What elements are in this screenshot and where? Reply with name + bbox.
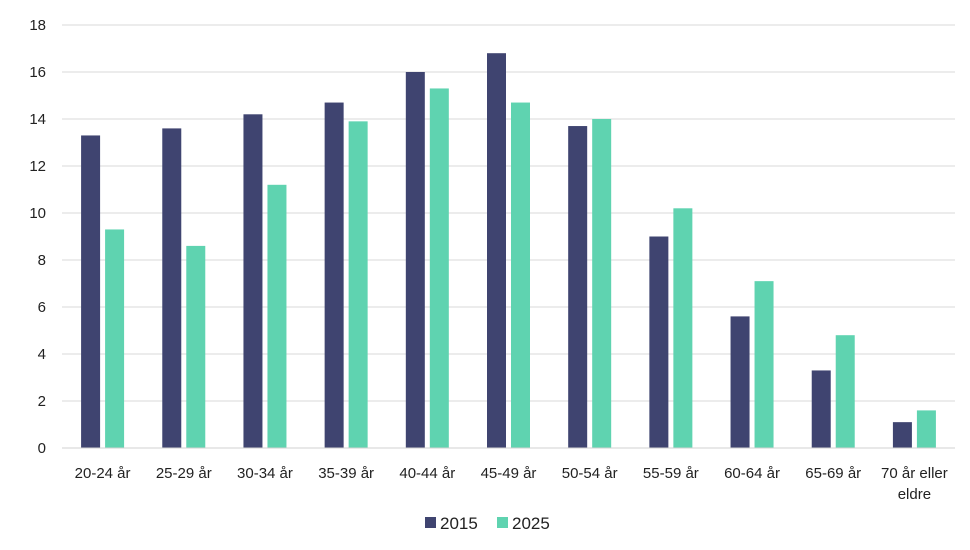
- x-tick-label: 25-29 år: [156, 465, 212, 482]
- y-tick-label: 4: [38, 346, 46, 363]
- bar-2025-10: [835, 335, 855, 448]
- y-tick-label: 16: [29, 64, 46, 81]
- bar-2025-6: [511, 102, 530, 449]
- bar-2015-4: [324, 102, 344, 449]
- bar-2015-10: [811, 370, 831, 448]
- y-tick-label: 8: [38, 252, 46, 269]
- y-tick-label: 10: [29, 205, 46, 222]
- bar-2025-4: [348, 121, 368, 448]
- bar-2025-3: [267, 184, 287, 449]
- bar-2015-11: [892, 422, 912, 448]
- legend-swatch-2025: [497, 517, 508, 528]
- bar-2025-5: [429, 88, 449, 448]
- x-tick-label: 70 år eller eldre: [881, 465, 948, 503]
- bar-2015-1: [81, 135, 101, 448]
- y-tick-label: 0: [38, 440, 46, 457]
- bar-2025-7: [592, 119, 612, 448]
- y-axis: 0 2 4 6 8 10 12 14 16 18: [29, 17, 46, 457]
- legend-label-2025: 2025: [512, 514, 550, 533]
- x-tick-label: 45-49 år: [481, 465, 537, 482]
- bar-2015-2: [162, 128, 182, 448]
- x-tick-label: 40-44 år: [399, 465, 455, 482]
- bar-2015-6: [487, 53, 506, 448]
- x-tick-label: 65-69 år: [805, 465, 861, 482]
- y-tick-label: 2: [38, 393, 46, 410]
- bar-2015-9: [730, 316, 750, 448]
- y-tick-label: 18: [29, 17, 46, 34]
- bars: [81, 53, 936, 449]
- bar-2025-8: [673, 208, 693, 448]
- x-tick-label: 50-54 år: [562, 465, 618, 482]
- bar-2015-5: [405, 72, 425, 448]
- bar-2025-11: [916, 410, 936, 448]
- x-tick-label: 35-39 år: [318, 465, 374, 482]
- y-tick-label: 12: [29, 158, 46, 175]
- bar-2025-9: [754, 281, 774, 448]
- bar-2025-2: [186, 245, 206, 448]
- gridlines: [62, 24, 955, 402]
- x-tick-label: 60-64 år: [724, 465, 780, 482]
- x-tick-label: 20-24 år: [75, 465, 131, 482]
- bar-2015-8: [649, 236, 669, 448]
- x-tick-label: 55-59 år: [643, 465, 699, 482]
- legend-swatch-2015: [425, 517, 436, 528]
- bar-2015-7: [568, 126, 588, 449]
- legend: 2015 2025: [425, 514, 550, 533]
- bar-2025-1: [105, 229, 125, 448]
- x-axis: 20-24 år 25-29 år 30-34 år 35-39 år 40-44 år…: [75, 465, 948, 503]
- bar-2015-3: [243, 114, 263, 449]
- y-tick-label: 6: [38, 299, 46, 316]
- x-tick-label: 30-34 år: [237, 465, 293, 482]
- legend-label-2015: 2015: [440, 514, 478, 533]
- y-tick-label: 14: [29, 111, 46, 128]
